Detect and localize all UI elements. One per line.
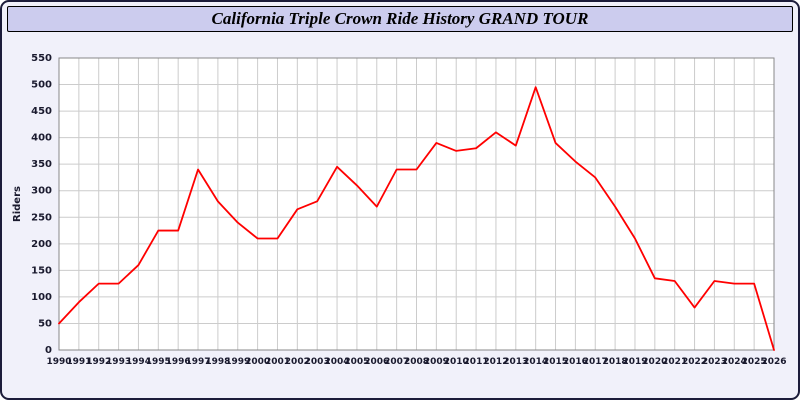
y-tick-label: 350 [31, 159, 52, 170]
x-tick-label: 2015 [543, 357, 568, 367]
x-tick-label: 2026 [761, 357, 786, 367]
x-tick-label: 2005 [344, 357, 369, 367]
x-tick-label: 1995 [146, 357, 171, 367]
y-tick-label: 100 [31, 292, 52, 303]
x-tick-label: 2001 [265, 357, 290, 367]
x-tick-label: 1996 [166, 357, 191, 367]
riders-line-chart: 0501001502002503003504004505005501990199… [12, 53, 787, 367]
x-tick-label: 2010 [444, 357, 469, 367]
title-bar: California Triple Crown Ride History GRA… [7, 6, 793, 32]
x-tick-label: 2023 [702, 357, 727, 367]
x-tick-label: 2007 [384, 357, 409, 367]
x-tick-label: 2018 [603, 357, 628, 367]
x-tick-label: 2004 [325, 357, 350, 367]
y-tick-label: 0 [45, 345, 52, 356]
y-tick-label: 200 [31, 239, 52, 250]
x-tick-label: 1998 [205, 357, 230, 367]
x-tick-label: 2021 [662, 357, 687, 367]
chart-title: California Triple Crown Ride History GRA… [211, 9, 589, 28]
x-tick-label: 2016 [563, 357, 588, 367]
x-tick-label: 2014 [523, 357, 548, 367]
x-tick-label: 2024 [722, 357, 747, 367]
x-tick-label: 2017 [583, 357, 608, 367]
y-tick-label: 550 [31, 53, 52, 64]
x-tick-label: 2025 [742, 357, 767, 367]
riders-line-series [58, 86, 775, 351]
y-tick-label: 400 [31, 133, 52, 144]
x-tick-label: 2008 [404, 357, 429, 367]
chart-area: 0 50 100 150 200 250 300 350 400 450 500 550 1990 199… [2, 32, 798, 398]
y-tick-label: 500 [31, 80, 52, 91]
x-tick-label: 2019 [622, 357, 647, 367]
x-tick-label: 1994 [126, 357, 151, 367]
x-tick-label: 2020 [642, 357, 667, 367]
x-tick-label: 2003 [305, 357, 330, 367]
x-tick-label: 1997 [185, 357, 210, 367]
y-tick-label: 50 [38, 318, 52, 329]
y-tick-label: 300 [31, 186, 52, 197]
x-tick-label: 1992 [86, 357, 111, 367]
x-tick-label: 1993 [106, 357, 131, 367]
x-tick-label: 2009 [424, 357, 449, 367]
y-tick-label: 150 [31, 265, 52, 276]
x-tick-label: 2006 [364, 357, 389, 367]
x-tick-label: 1999 [225, 357, 250, 367]
x-tick-label: 1991 [66, 357, 91, 367]
x-tick-label: 2000 [245, 357, 270, 367]
x-tick-label: 2012 [483, 357, 508, 367]
x-tick-label: 2013 [503, 357, 528, 367]
y-axis-label: Riders [12, 186, 23, 222]
x-tick-label: 2022 [682, 357, 707, 367]
plot-border [58, 57, 775, 351]
x-tick-label: 1990 [46, 357, 71, 367]
x-tick-label: 2011 [464, 357, 489, 367]
y-tick-label: 250 [31, 212, 52, 223]
x-tick-label: 2002 [285, 357, 310, 367]
y-tick-label: 450 [31, 106, 52, 117]
